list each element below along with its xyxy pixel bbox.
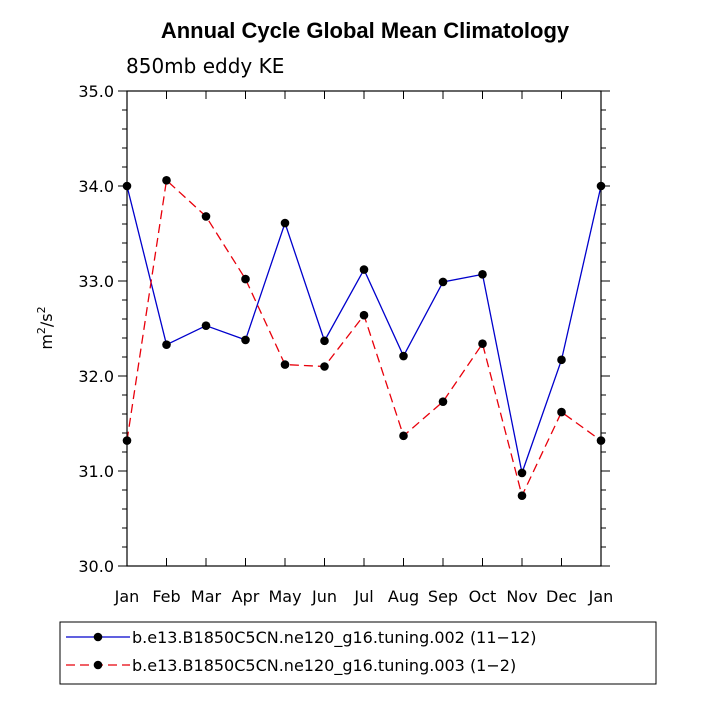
series-2-point xyxy=(320,362,329,371)
y-tick-label: 35.0 xyxy=(78,82,114,101)
y-axis-label: m2/s2 xyxy=(35,306,56,349)
series-2-point xyxy=(438,397,448,406)
series-1-point xyxy=(320,336,329,346)
series-1-point xyxy=(438,277,448,287)
x-tick-label: Oct xyxy=(469,587,497,606)
series-2-point xyxy=(399,431,408,441)
y-tick-labels: 30.0 31.0 32.0 33.0 34.0 35.0 xyxy=(78,82,114,576)
series-1-point xyxy=(162,340,171,349)
axis-ticks xyxy=(118,90,610,567)
series-1-point xyxy=(478,270,487,279)
plot-frame xyxy=(126,90,602,567)
x-tick-label: May xyxy=(268,587,301,606)
x-tick-labels: Jan Feb Mar Apr May Jun Jul Aug Sep Oct Nov Dec Jan xyxy=(114,587,614,606)
x-tick-label: Jan xyxy=(114,587,140,606)
y-tick-label: 34.0 xyxy=(78,177,114,196)
svg-text:m2/s2: m2/s2 xyxy=(35,306,56,349)
series-line-1 xyxy=(126,185,602,476)
x-tick-label: Jan xyxy=(588,587,614,606)
x-tick-label: Jul xyxy=(353,587,373,606)
legend-marker-2 xyxy=(93,660,103,670)
series-2-point xyxy=(162,176,171,185)
series-1-point xyxy=(517,468,527,478)
series-1-point xyxy=(241,335,250,345)
y-axis-label-exp-2: 2 xyxy=(35,306,48,313)
x-tick-label: Dec xyxy=(546,587,577,606)
x-tick-label: Aug xyxy=(388,587,419,606)
series-2-point xyxy=(280,360,290,369)
y-tick-label: 31.0 xyxy=(78,462,114,481)
x-tick-label: Sep xyxy=(428,587,458,606)
x-tick-label: Apr xyxy=(232,587,260,606)
series-1-point xyxy=(201,321,211,330)
chart-subtitle: 850mb eddy KE xyxy=(126,54,284,78)
series-2-point xyxy=(241,274,250,284)
legend-label-1: b.e13.B1850C5CN.ne120_g16.tuning.002 (11… xyxy=(132,628,537,648)
x-tick-label: Feb xyxy=(152,587,180,606)
series-2-point xyxy=(359,310,369,320)
legend-marker-1 xyxy=(93,632,103,642)
series-layer xyxy=(122,176,606,501)
series-1-point xyxy=(399,351,408,361)
series-1-point xyxy=(280,218,290,228)
chart-title: Annual Cycle Global Mean Climatology xyxy=(161,18,570,43)
x-tick-label: Mar xyxy=(191,587,222,606)
series-1-point xyxy=(557,355,566,365)
legend-label-2: b.e13.B1850C5CN.ne120_g16.tuning.003 (1−… xyxy=(132,656,516,676)
x-tick-label: Nov xyxy=(506,587,537,606)
series-2-point xyxy=(557,407,566,417)
series-2-point xyxy=(517,491,527,501)
x-tick-label: Jun xyxy=(311,587,337,606)
series-2-point xyxy=(201,212,211,221)
legend: b.e13.B1850C5CN.ne120_g16.tuning.002 (11… xyxy=(66,628,537,676)
series-1-point xyxy=(359,265,369,274)
series-2-point xyxy=(478,339,487,349)
legend-box xyxy=(59,621,657,685)
y-tick-label: 30.0 xyxy=(78,557,114,576)
y-axis-label-base: m xyxy=(37,334,56,350)
y-axis-label-exp-1: 2 xyxy=(35,327,48,334)
y-tick-label: 32.0 xyxy=(78,367,114,386)
y-tick-label: 33.0 xyxy=(78,272,114,291)
y-axis-label-mid: /s xyxy=(37,313,56,327)
